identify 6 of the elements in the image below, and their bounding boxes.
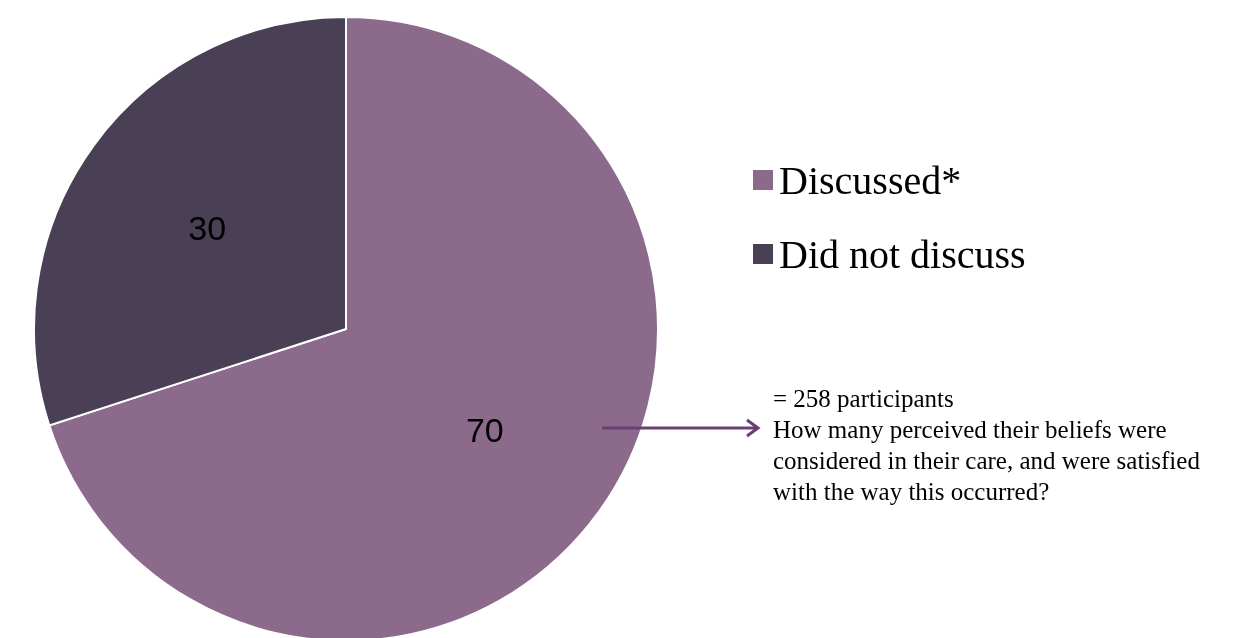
data-label: 30: [188, 209, 227, 248]
legend-label: Discussed*: [779, 156, 962, 204]
text: How many perceived their beliefs were considered in their care, and were satisfied with the way this occurred?: [773, 415, 1201, 507]
legend-label: Did not discuss: [779, 230, 1026, 278]
data-label: 70: [465, 410, 504, 449]
text: = 258 participants: [773, 384, 955, 414]
